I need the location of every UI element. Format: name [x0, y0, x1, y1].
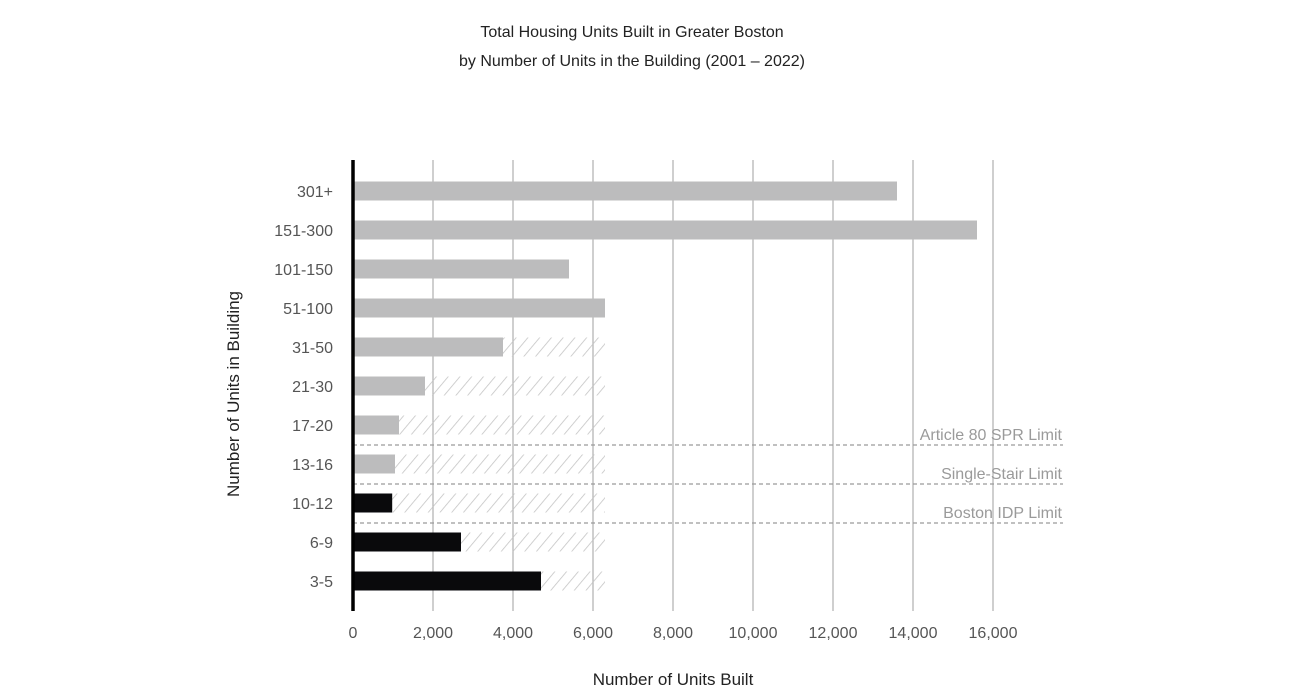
bar-51-100: [353, 298, 605, 318]
bar-17-20: [353, 415, 399, 435]
y-tick-label: 17-20: [292, 418, 333, 435]
bar-10-12: [353, 493, 393, 513]
hatched-extent: [353, 415, 605, 435]
chart-title: Total Housing Units Built in Greater Bos…: [480, 24, 784, 41]
x-tick-label: 16,000: [969, 625, 1018, 642]
y-tick-label: 101-150: [274, 262, 333, 279]
reference-label: Single-Stair Limit: [941, 466, 1062, 483]
x-tick-label: 12,000: [809, 625, 858, 642]
y-tick-label: 10-12: [292, 496, 333, 513]
bar-151-300: [353, 220, 977, 240]
bar-6-9: [353, 532, 461, 552]
bar-31-50: [353, 337, 503, 357]
y-tick-label: 6-9: [310, 535, 333, 552]
y-axis-label: Number of Units in Building: [224, 291, 243, 497]
x-tick-label: 0: [349, 625, 358, 642]
bar-3-5: [353, 571, 541, 591]
hatched-extent: [353, 493, 605, 513]
y-tick-label: 301+: [297, 184, 333, 201]
x-tick-label: 10,000: [729, 625, 778, 642]
reference-label: Boston IDP Limit: [943, 505, 1062, 522]
x-tick-label: 8,000: [653, 625, 693, 642]
y-tick-label: 3-5: [310, 574, 333, 591]
chart-subtitle: by Number of Units in the Building (2001…: [459, 53, 805, 70]
y-tick-label: 51-100: [283, 301, 333, 318]
y-tick-label: 31-50: [292, 340, 333, 357]
y-tick-label: 13-16: [292, 457, 333, 474]
bar-301+: [353, 181, 897, 201]
bar-101-150: [353, 259, 569, 279]
x-tick-label: 6,000: [573, 625, 613, 642]
x-tick-label: 14,000: [889, 625, 938, 642]
bar-13-16: [353, 454, 395, 474]
y-tick-label: 151-300: [274, 223, 333, 240]
bar-21-30: [353, 376, 425, 396]
y-tick-label: 21-30: [292, 379, 333, 396]
x-axis-label: Number of Units Built: [593, 670, 754, 689]
x-tick-label: 4,000: [493, 625, 533, 642]
reference-label: Article 80 SPR Limit: [920, 427, 1063, 444]
x-tick-label: 2,000: [413, 625, 453, 642]
hatched-extent: [353, 454, 605, 474]
